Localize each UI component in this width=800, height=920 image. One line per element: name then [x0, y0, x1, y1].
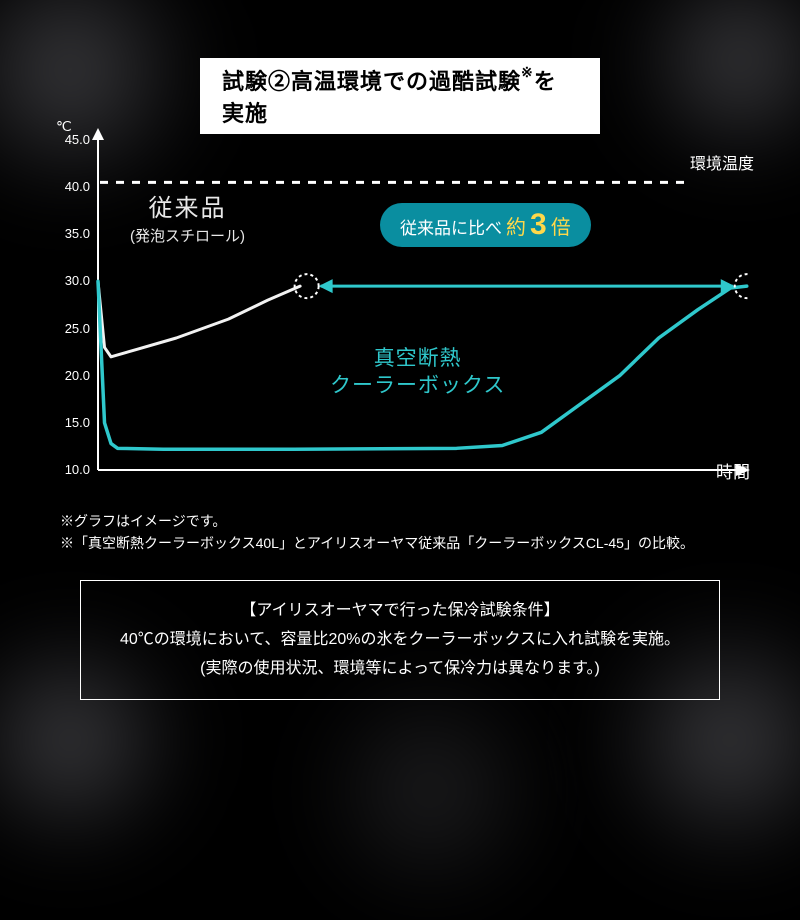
temperature-chart: ℃ 45.040.035.030.025.020.015.010.0 環境温度 … — [50, 120, 750, 490]
note-line-2: ※「真空断熱クーラーボックス40L」とアイリスオーヤマ従来品「クーラーボックスC… — [60, 532, 694, 554]
conditions-line-2: (実際の使用状況、環境等によって保冷力は異なります。) — [95, 655, 705, 684]
callout-mid: 約 — [506, 211, 526, 240]
series-label-conventional-sub: (発泡スチロール) — [130, 226, 245, 247]
conditions-title: 【アイリスオーヤマで行った保冷試験条件】 — [95, 597, 705, 626]
title-text-before: 試験②高温環境での過酷試験 — [222, 69, 521, 94]
callout-after: 倍 — [551, 211, 571, 240]
series-label-conventional: 従来品 (発泡スチロール) — [130, 192, 245, 247]
environment-temperature-label: 環境温度 — [690, 150, 754, 174]
series-label-vacuum-line1: 真空断熱 — [330, 345, 505, 372]
test-conditions-box: 【アイリスオーヤマで行った保冷試験条件】 40℃の環境において、容量比20%の氷… — [80, 580, 720, 700]
series-label-vacuum: 真空断熱 クーラーボックス — [330, 345, 505, 400]
note-line-1: ※グラフはイメージです。 — [60, 510, 694, 532]
title-asterisk: ※ — [521, 64, 534, 80]
callout-big: 3 — [530, 208, 547, 242]
callout-before: 従来品に比べ — [400, 214, 502, 239]
x-axis-label: 時間 — [716, 458, 750, 483]
series-label-vacuum-line2: クーラーボックス — [330, 372, 505, 399]
chart-notes: ※グラフはイメージです。 ※「真空断熱クーラーボックス40L」とアイリスオーヤマ… — [60, 510, 694, 555]
series-label-conventional-name: 従来品 — [130, 192, 245, 226]
comparison-callout: 従来品に比べ 約 3 倍 — [380, 203, 591, 247]
conditions-line-1: 40℃の環境において、容量比20%の氷をクーラーボックスに入れ試験を実施。 — [95, 626, 705, 655]
